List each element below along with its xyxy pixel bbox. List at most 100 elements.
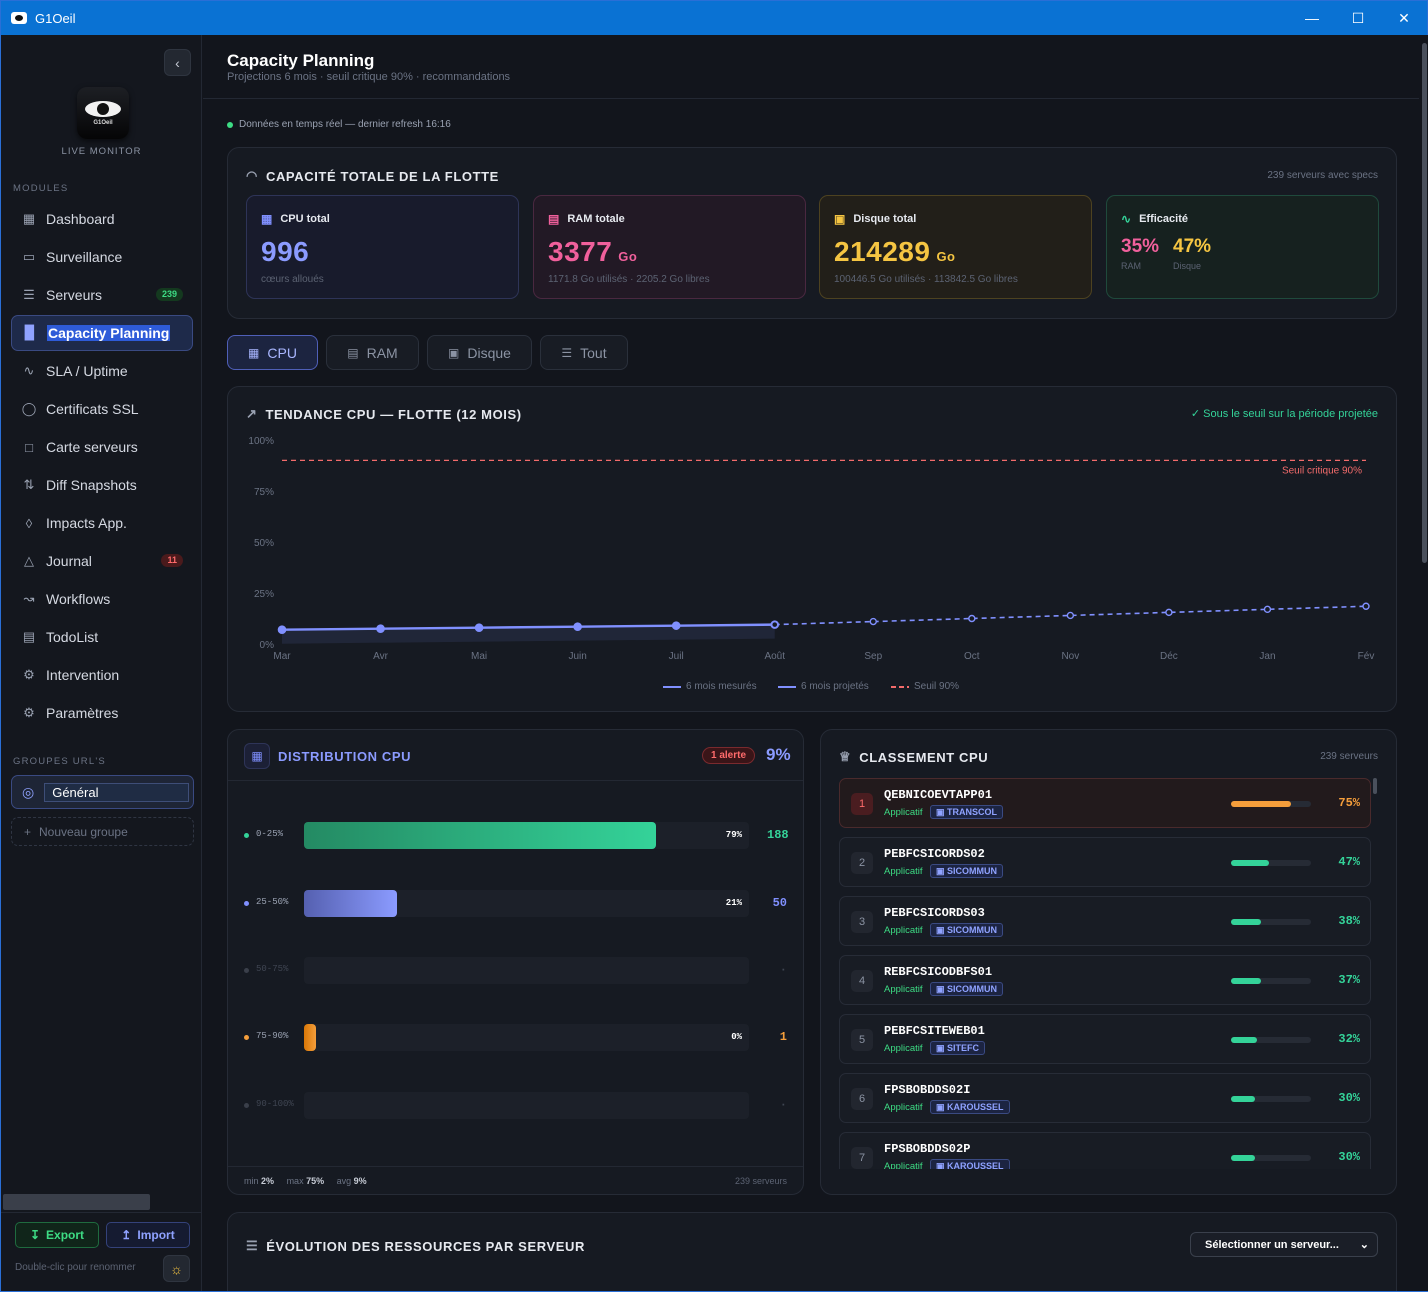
ranking-title-text: CLASSEMENT CPU xyxy=(859,749,989,765)
diff-icon: ⇅ xyxy=(23,477,35,492)
ranking-row[interactable]: 5 PEBFCSITEWEB01 Applicatif ▣ SITEFC 32% xyxy=(839,1014,1371,1064)
sidebar-item-serveurs[interactable]: ☰ Serveurs 239 xyxy=(11,277,193,313)
measured-point[interactable] xyxy=(474,623,484,632)
usage-value: 32% xyxy=(1338,1032,1360,1046)
usage-bar-fill xyxy=(1231,1096,1255,1102)
app-tag-label: KAROUSSEL xyxy=(947,1102,1004,1112)
collapse-sidebar-button[interactable]: ‹ xyxy=(164,49,191,76)
y-tick-label: 0% xyxy=(260,640,275,651)
app-tag: ▣ SICOMMUN xyxy=(930,864,1004,878)
monitor-icon: ▭ xyxy=(22,249,36,264)
alert-badge: 1 alerte xyxy=(702,747,756,764)
folder-icon: ▣ xyxy=(936,1161,948,1169)
sidebar-item-label: Serveurs xyxy=(46,287,103,303)
group-item-general[interactable]: ◎ Général xyxy=(11,775,194,809)
sidebar-item-carte-serveurs[interactable]: □ Carte serveurs xyxy=(11,429,193,465)
app-tag: ▣ SICOMMUN xyxy=(930,923,1004,937)
measured-point[interactable] xyxy=(277,625,287,635)
upload-icon: ↥ xyxy=(121,1228,132,1242)
projected-point[interactable] xyxy=(771,620,779,629)
sidebar-item-dashboard[interactable]: ▦ Dashboard xyxy=(11,201,193,237)
sidebar-item-sla-uptime[interactable]: ∿ SLA / Uptime xyxy=(11,353,193,389)
main-scrollbar[interactable] xyxy=(1421,35,1428,1291)
trophy-icon: ♕ xyxy=(839,749,852,764)
count-badge: 11 xyxy=(161,554,183,567)
projected-point[interactable] xyxy=(1362,602,1370,610)
sidebar-item-intervention[interactable]: ⚙ Intervention xyxy=(11,657,193,693)
server-name: PEBFCSICORDS03 xyxy=(884,906,985,920)
measured-point[interactable] xyxy=(376,624,385,633)
network-icon: ◊ xyxy=(25,515,33,531)
x-tick-label: Déc xyxy=(1160,651,1178,662)
sidebar-item-workflows[interactable]: ↝ Workflows xyxy=(11,581,193,617)
sidebar-item-surveillance[interactable]: ▭ Surveillance xyxy=(11,239,193,275)
disk-total-label: Disque total xyxy=(853,213,917,225)
measured-point[interactable] xyxy=(573,622,582,631)
projected-point[interactable] xyxy=(968,614,976,623)
range-bar-fill xyxy=(304,1024,316,1051)
range-label: 0-25% xyxy=(256,829,284,839)
range-bar-fill xyxy=(304,822,656,849)
sidebar-item-certificats-ssl[interactable]: ◯ Certificats SSL xyxy=(11,391,193,427)
sidebar-item-todolist[interactable]: ▤ TodoList xyxy=(11,619,193,655)
live-monitor-label: LIVE MONITOR xyxy=(61,146,142,157)
usage-value: 38% xyxy=(1338,914,1360,928)
sidebar-item-journal[interactable]: △ Journal 11 xyxy=(11,543,193,579)
sidebar-item-capacity-planning[interactable]: ▉ Capacity Planning xyxy=(11,315,193,351)
tab-ram[interactable]: ▤ RAM xyxy=(326,335,419,370)
ranking-row[interactable]: 2 PEBFCSICORDS02 Applicatif ▣ SICOMMUN 47% xyxy=(839,837,1371,887)
count-badge: 239 xyxy=(155,288,183,301)
app-tag: ▣ KAROUSSEL xyxy=(930,1100,1010,1114)
export-button[interactable]: ↧ Export xyxy=(15,1222,99,1248)
import-button[interactable]: ↥ Import xyxy=(106,1222,190,1248)
usage-value: 37% xyxy=(1338,973,1360,987)
legend-threshold: Seuil 90% xyxy=(891,681,959,692)
server-name: FPSBOBDDS02P xyxy=(884,1142,971,1156)
projected-point[interactable] xyxy=(869,617,877,626)
ranking-row[interactable]: 6 FPSBOBDDS02I Applicatif ▣ KAROUSSEL 30% xyxy=(839,1073,1371,1123)
range-bar: 21% xyxy=(304,890,749,917)
min-label: min xyxy=(244,1176,259,1186)
sidebar-item-diff-snapshots[interactable]: ⇅ Diff Snapshots xyxy=(11,467,193,503)
x-tick-label: Mar xyxy=(273,651,291,662)
ranking-row[interactable]: 1 QEBNICOEVTAPP01 Applicatif ▣ TRANSCOL 75% xyxy=(839,778,1371,828)
range-label: 75-90% xyxy=(256,1031,289,1041)
tab-tout[interactable]: ☰ Tout xyxy=(540,335,628,370)
ranking-row[interactable]: 4 REBFCSICODBFS01 Applicatif ▣ SICOMMUN 37% xyxy=(839,955,1371,1005)
server-select[interactable]: Sélectionner un serveur... ⌄ xyxy=(1190,1232,1378,1257)
ranking-row[interactable]: 7 FPSBOBDDS02P Applicatif ▣ KAROUSSEL 30% xyxy=(839,1132,1371,1169)
main-content: Capacity Planning Projections 6 mois · s… xyxy=(203,35,1419,1291)
tab-disque[interactable]: ▣ Disque xyxy=(427,335,532,370)
minimize-icon[interactable]: — xyxy=(1305,10,1319,26)
measured-point[interactable] xyxy=(671,621,681,630)
close-icon[interactable]: ✕ xyxy=(1398,9,1410,26)
projected-point[interactable] xyxy=(1066,611,1075,620)
tab-cpu[interactable]: ▦ CPU xyxy=(227,335,318,370)
projected-point[interactable] xyxy=(1165,608,1173,617)
ranking-row[interactable]: 3 PEBFCSICORDS03 Applicatif ▣ SICOMMUN 38% xyxy=(839,896,1371,946)
sidebar-item-param-tres[interactable]: ⚙ Paramètres xyxy=(11,695,193,731)
server-role: Applicatif xyxy=(884,807,923,818)
range-bar: 0% xyxy=(304,1024,749,1051)
maximize-icon[interactable]: ☐ xyxy=(1351,9,1365,26)
range-bar xyxy=(304,957,749,984)
range-dot-icon xyxy=(244,1103,249,1108)
distribution-server-count: 239 serveurs xyxy=(734,1176,787,1186)
theme-toggle-button[interactable]: ☼ xyxy=(163,1255,190,1282)
sidebar-scrollbar[interactable] xyxy=(3,1194,150,1210)
distribution-avg: 9% xyxy=(766,745,791,764)
group-name-input[interactable]: Général xyxy=(44,782,190,802)
sidebar-item-label: Workflows xyxy=(46,591,111,607)
range-count: 50 xyxy=(772,896,787,910)
projected-point[interactable] xyxy=(1263,605,1272,614)
app-tag: ▣ SICOMMUN xyxy=(930,982,1004,996)
folder-icon: ▣ xyxy=(936,925,948,935)
disk-total-value: 214289 xyxy=(834,236,931,267)
eff-ram-value: 35% xyxy=(1121,236,1160,257)
ranking-scrollbar[interactable] xyxy=(1373,778,1377,794)
chevron-left-icon: ‹ xyxy=(175,54,180,71)
sidebar-item-impacts-app[interactable]: ◊ Impacts App. xyxy=(11,505,193,541)
new-group-button[interactable]: + Nouveau groupe xyxy=(11,817,194,846)
chevron-down-icon: ⌄ xyxy=(1359,1239,1369,1251)
